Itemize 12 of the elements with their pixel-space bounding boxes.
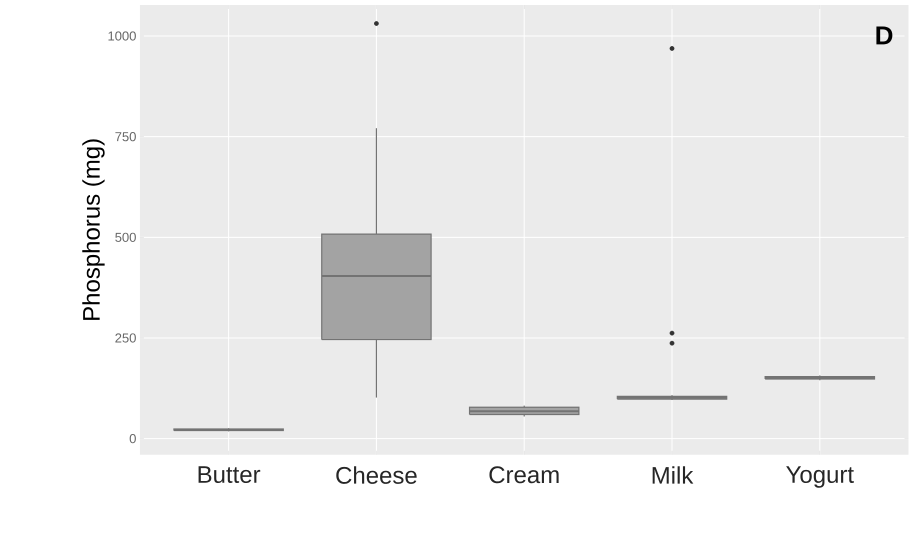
y-tick-label: 250	[115, 334, 136, 343]
x-tick-label: Butter	[198, 466, 260, 484]
y-axis-title: Phosphorus (mg)	[82, 140, 105, 320]
y-tick-label: 0	[130, 434, 136, 444]
y-tick-label: 1000	[108, 32, 136, 41]
x-tick-label: Yogurt	[786, 466, 854, 488]
y-tick-label: 500	[115, 232, 136, 242]
x-tick-label: Cheese	[336, 466, 417, 484]
y-tick-label: 750	[115, 132, 136, 142]
annotation: D	[876, 26, 892, 45]
x-tick-label: Milk	[652, 466, 694, 484]
x-tick-label: Cream	[489, 466, 559, 484]
